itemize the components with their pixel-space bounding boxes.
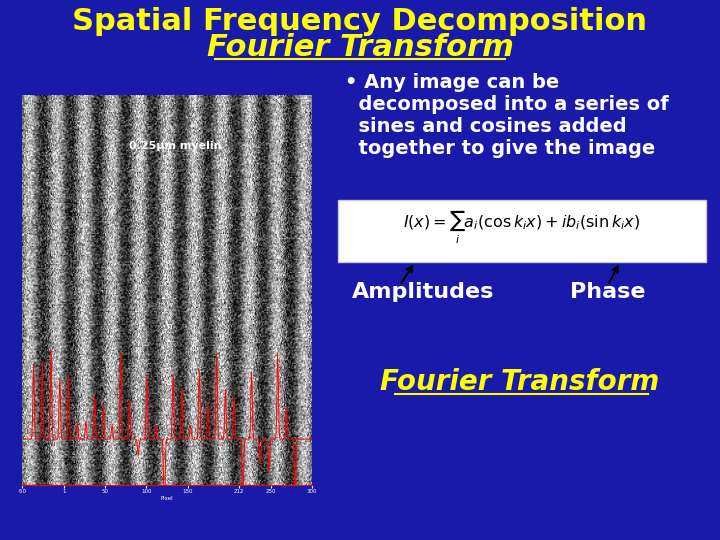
Text: 0.25μm myelin: 0.25μm myelin [130, 141, 222, 151]
Text: Amplitudes: Amplitudes [352, 282, 495, 302]
Text: sines and cosines added: sines and cosines added [345, 117, 626, 136]
Text: • Any image can be: • Any image can be [345, 72, 559, 91]
Text: together to give the image: together to give the image [345, 138, 655, 158]
Text: Fourier Transform: Fourier Transform [207, 32, 513, 62]
Text: Spatial Frequency Decomposition: Spatial Frequency Decomposition [73, 8, 647, 37]
Text: decomposed into a series of: decomposed into a series of [345, 94, 669, 113]
Text: $I(x) = \sum_i a_i(\cos k_i x) + ib_i(\sin k_i x)$: $I(x) = \sum_i a_i(\cos k_i x) + ib_i(\s… [403, 208, 641, 246]
Text: Phase: Phase [570, 282, 646, 302]
Bar [338, 200, 706, 262]
Text: Fourier Transform: Fourier Transform [380, 368, 660, 396]
X-axis label: Pixel: Pixel [161, 496, 174, 501]
